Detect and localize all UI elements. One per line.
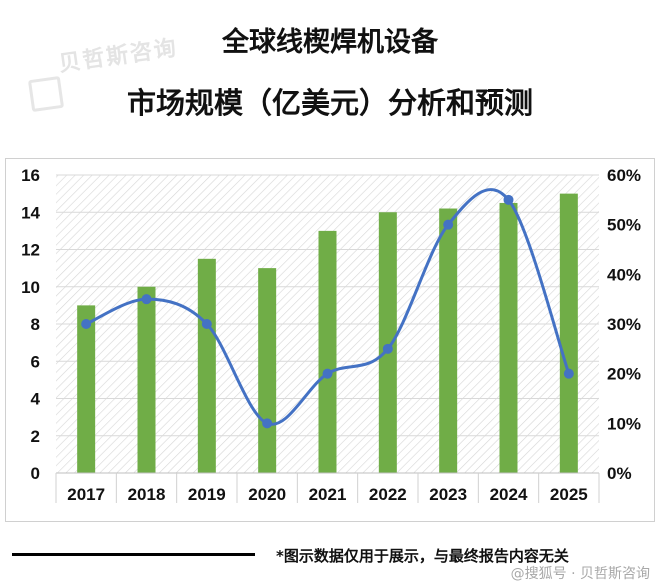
y-left-tick-label: 4 [31, 390, 41, 409]
bar-2025 [559, 193, 578, 473]
bar-2022 [378, 212, 397, 473]
y-left-tick-label: 14 [21, 203, 40, 222]
chart-title-line1: 全球线楔焊机设备 [222, 27, 438, 58]
y-right-tick-label: 0% [607, 464, 632, 483]
line-point-2019 [201, 319, 212, 329]
x-tick-label-2024: 2024 [490, 485, 528, 504]
y-right-tick-label: 50% [607, 216, 641, 235]
x-tick-label-2025: 2025 [550, 485, 588, 504]
y-left-tick-label: 10 [21, 278, 40, 297]
line-point-2017 [81, 319, 92, 329]
line-point-2020 [262, 418, 273, 429]
y-right-tick-label: 10% [607, 414, 641, 433]
bar-2019 [197, 258, 216, 473]
footnote: *图示数据仅用于展示，与最终报告内容无关 [276, 547, 569, 565]
combo-chart: 0 2 4 6 8 10 12 14 16 0% 10% 20% 30% 40% 50% 60% 2017 201… [21, 166, 641, 504]
bar-2024 [499, 202, 518, 473]
bar-2017 [77, 305, 96, 473]
line-point-2024 [503, 194, 514, 205]
y-right-tick-label: 20% [607, 365, 641, 384]
line-point-2025 [563, 368, 574, 379]
x-tick-label-2021: 2021 [309, 485, 347, 504]
y-left-tick-label: 0 [31, 464, 40, 483]
bar-2023 [439, 208, 458, 473]
line-point-2023 [443, 219, 454, 230]
watermark-logo-icon [27, 75, 65, 113]
y-left-tick-label: 6 [31, 352, 40, 371]
x-tick-label-2020: 2020 [248, 485, 286, 504]
bar-2021 [318, 230, 337, 473]
y-left-tick-label: 12 [21, 241, 40, 260]
bar-2018 [137, 286, 156, 473]
footer-divider [12, 553, 255, 556]
line-point-2018 [141, 294, 152, 305]
bar-2020 [258, 268, 277, 473]
x-tick-label-2018: 2018 [128, 485, 166, 504]
x-tick-label-2019: 2019 [188, 485, 226, 504]
y-left-tick-label: 16 [21, 166, 40, 185]
y-right-tick-label: 60% [607, 166, 641, 185]
line-point-2021 [322, 368, 333, 379]
line-point-2022 [382, 343, 393, 354]
chart-frame: 0 2 4 6 8 10 12 14 16 0% 10% 20% 30% 40% 50% 60% 2017 201… [5, 158, 655, 522]
x-tick-label-2017: 2017 [67, 485, 105, 504]
source-label: @搜狐号 · 贝哲斯咨询 [510, 566, 650, 582]
x-tick-label-2022: 2022 [369, 485, 407, 504]
y-left-tick-label: 8 [31, 315, 40, 334]
y-right-tick-label: 30% [607, 315, 641, 334]
y-left-tick-label: 2 [31, 427, 40, 446]
y-right-tick-label: 40% [607, 265, 641, 284]
chart-title-line2: 市场规模（亿美元）分析和预测 [126, 86, 533, 120]
x-tick-label-2023: 2023 [429, 485, 467, 504]
